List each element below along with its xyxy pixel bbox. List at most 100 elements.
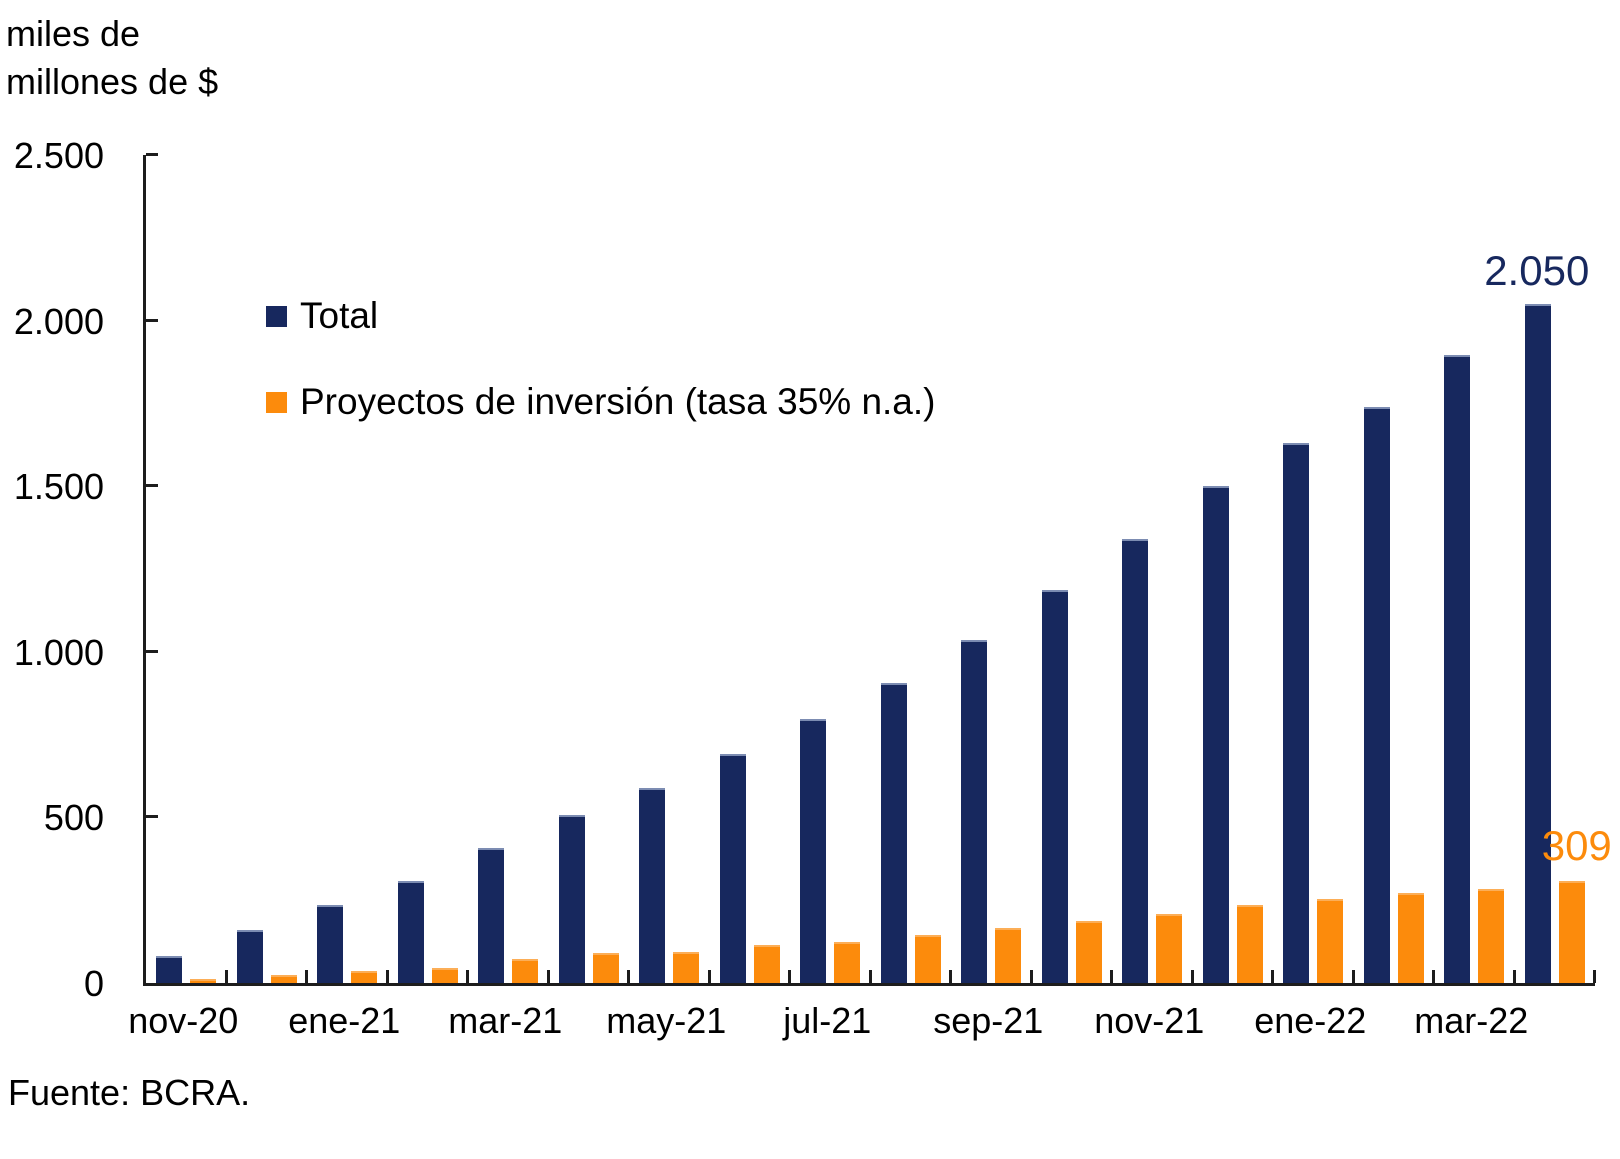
x-axis-tick — [305, 970, 308, 983]
bar-proyectos — [834, 941, 861, 983]
bar-pair — [639, 787, 700, 983]
bar-total — [961, 639, 988, 983]
bar-proyectos — [512, 959, 539, 983]
bar-proyectos — [1397, 893, 1424, 983]
bar-proyectos — [753, 945, 780, 983]
y-axis-labels: 0 500 1.000 1.500 2.000 2.500 — [0, 138, 104, 1002]
x-tick-label: ene-22 — [1254, 1000, 1367, 1041]
bar-group-abr-21 — [549, 155, 630, 983]
bar-pair — [1363, 406, 1424, 983]
bar-total — [719, 753, 746, 983]
bar-group-ene-22 — [1273, 155, 1355, 983]
bar-group-jul-21 — [790, 155, 872, 983]
data-label-total: 2.050 — [1484, 247, 1590, 295]
bar-pair — [1283, 443, 1344, 983]
bar-group-mar-22 — [1434, 155, 1516, 983]
y-tick-label: 500 — [43, 797, 104, 839]
bar-pair — [719, 753, 780, 983]
y-axis-tick — [146, 153, 158, 156]
x-axis-tick — [1029, 970, 1033, 983]
bar-group-feb-21 — [388, 155, 469, 983]
bar-group-dic-21 — [1193, 155, 1274, 983]
x-axis-tick — [1271, 970, 1274, 983]
bar-total — [1202, 486, 1229, 983]
x-tick-label: nov-20 — [128, 1000, 239, 1041]
bar-proyectos — [995, 928, 1022, 983]
bar-pair — [156, 955, 217, 983]
bar-total — [1444, 355, 1471, 983]
x-axis-tick — [949, 970, 952, 983]
bar-pair — [961, 639, 1022, 983]
bar-total — [800, 718, 827, 983]
bar-total — [236, 930, 263, 983]
bar-group-dic-20 — [227, 155, 308, 983]
bar-proyectos — [270, 975, 297, 983]
y-axis-tick — [146, 815, 158, 819]
bar-total — [1363, 406, 1390, 983]
x-axis-tick — [627, 970, 630, 983]
bar-total — [397, 881, 424, 983]
bar-proyectos — [914, 935, 941, 983]
x-axis-tick — [1432, 970, 1435, 983]
bar-group-ago-21 — [871, 155, 952, 983]
x-axis-labels: nov-20 ene-21 mar-21 may-21 jul-21 sep-21 nov-… — [0, 1000, 1620, 1046]
bar-pair — [800, 718, 861, 983]
bar-proyectos — [431, 967, 458, 983]
bar-group-nov-20 — [146, 155, 228, 983]
bar-pair — [317, 904, 378, 983]
x-axis-tick — [707, 970, 711, 983]
x-axis-tick — [1593, 970, 1596, 983]
x-tick-label: mar-22 — [1414, 1000, 1529, 1041]
y-axis-unit-line2: millones de $ — [6, 60, 219, 102]
bar-total — [1122, 539, 1149, 983]
legend-item-proyectos: Proyectos de inversión (tasa 35% n.a.) — [266, 381, 936, 423]
y-tick-label: 0 — [83, 963, 104, 1004]
bar-group-jun-21 — [710, 155, 791, 983]
x-axis-tick — [546, 970, 550, 983]
bar-total — [156, 955, 183, 983]
bar-proyectos — [190, 979, 217, 983]
x-axis-tick — [224, 970, 228, 983]
bar-proyectos — [1075, 921, 1102, 983]
x-axis-tick — [385, 970, 389, 983]
x-axis-tick — [868, 970, 872, 983]
x-axis-tick — [1512, 970, 1516, 983]
source-note: Fuente: BCRA. — [8, 1072, 251, 1113]
x-axis-tick — [1110, 970, 1113, 983]
bar-group-abr-22: 2.050 309 — [1484, 155, 1612, 983]
x-tick-label: mar-21 — [448, 1000, 563, 1041]
bar-pair — [1524, 304, 1585, 983]
bar-proyectos — [1317, 898, 1344, 983]
y-tick-label: 2.500 — [13, 135, 104, 176]
x-tick-label: sep-21 — [933, 1000, 1044, 1041]
plot-area: 2.050 309 Total Proyectos de inversión (t… — [143, 153, 1612, 986]
legend-swatch-total-icon — [266, 305, 287, 327]
bar-total — [317, 904, 344, 983]
bar-group-feb-22 — [1354, 155, 1435, 983]
legend-item-total: Total — [266, 295, 936, 337]
bar-group-may-21 — [629, 155, 711, 983]
x-tick-label: nov-21 — [1094, 1000, 1205, 1041]
data-label-proyectos: 309 — [1541, 821, 1612, 869]
x-axis-tick — [466, 970, 469, 983]
bar-proyectos — [1236, 904, 1263, 983]
legend-swatch-proyectos-icon — [266, 391, 287, 413]
bar-proyectos — [592, 953, 619, 983]
y-axis-tick — [146, 484, 158, 488]
bar-pair — [558, 814, 619, 983]
bar-proyectos — [1558, 880, 1585, 983]
bar-total — [639, 787, 666, 983]
bar-pair — [397, 881, 458, 983]
bar-group-oct-21 — [1032, 155, 1113, 983]
bar-pair — [236, 930, 297, 983]
bar-proyectos — [673, 951, 700, 983]
x-tick-label: ene-21 — [288, 1000, 401, 1041]
y-axis-unit-line1: miles de — [6, 13, 141, 54]
bar-total — [558, 814, 585, 983]
x-axis-tick — [1351, 970, 1355, 983]
y-axis-unit-label: miles de millones de $ — [6, 10, 218, 105]
legend-label-proyectos: Proyectos de inversión (tasa 35% n.a.) — [300, 381, 936, 422]
bar-pair — [478, 847, 539, 983]
bar-total — [478, 847, 505, 983]
legend-label-total: Total — [300, 295, 379, 336]
